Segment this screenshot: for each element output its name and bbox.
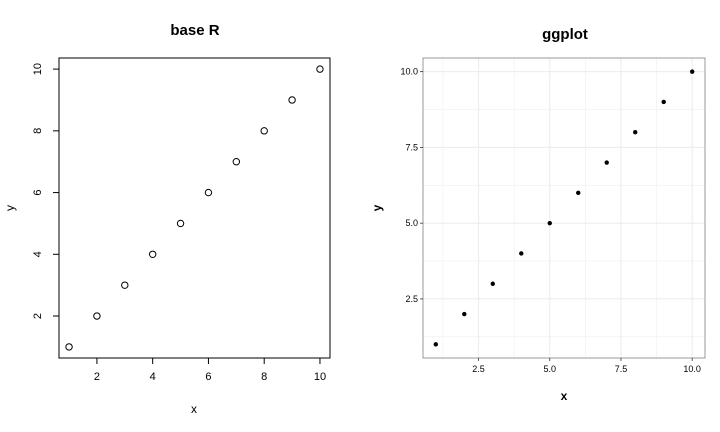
base-r-x-tick-label: 8 [261, 371, 267, 383]
base-r-point [288, 96, 296, 104]
base-r-points [65, 65, 324, 351]
ggplot-point [633, 130, 638, 135]
ggplot-grid [423, 58, 705, 358]
base-r-y-tick-label: 6 [32, 190, 44, 196]
base-r-x-tick-label: 10 [314, 371, 326, 383]
base-r-axis-ticks: 2 4 6 8 10 2 4 6 8 10 [32, 63, 326, 383]
base-r-x-tick-label: 4 [150, 371, 156, 383]
ggplot-point [576, 190, 581, 196]
base-r-panel: base R x y 2 4 6 8 10 2 4 6 8 10 [3, 22, 331, 416]
ggplot-x-axis-label: x [561, 389, 568, 403]
ggplot-y-tick-label: 7.5 [405, 142, 418, 152]
base-r-point [316, 65, 324, 73]
base-r-y-axis-label: y [3, 205, 17, 211]
ggplot-plot-background [423, 58, 705, 358]
ggplot-y-tick-label: 10.0 [400, 67, 418, 77]
base-r-title: base R [170, 22, 219, 39]
base-r-x-axis-label: x [191, 402, 197, 416]
ggplot-title: ggplot [542, 26, 588, 43]
ggplot-y-tick-label: 2.5 [405, 294, 418, 304]
base-r-x-tick-label: 2 [94, 371, 100, 383]
ggplot-panel: ggplot x y 2.5 5.0 7.5 10.0 2.5 5.0 7.5 10.0 [370, 26, 706, 403]
ggplot-point [433, 342, 439, 347]
ggplot-x-tick-label: 10.0 [683, 364, 701, 374]
base-r-y-tick-label: 8 [32, 128, 44, 134]
ggplot-point [490, 281, 495, 286]
base-r-point [93, 312, 101, 320]
base-r-point [65, 343, 73, 351]
base-r-point [232, 158, 241, 166]
ggplot-axis-ticks: 2.5 5.0 7.5 10.0 2.5 5.0 7.5 10.0 [400, 67, 700, 374]
ggplot-x-tick-label: 2.5 [472, 364, 485, 374]
base-r-y-tick-label: 4 [32, 251, 44, 257]
ggplot-x-tick-label: 7.5 [615, 364, 628, 374]
ggplot-point [462, 311, 467, 317]
ggplot-point [519, 251, 524, 256]
base-r-y-tick-label: 2 [32, 313, 44, 319]
ggplot-point [661, 99, 666, 105]
base-r-point [176, 219, 185, 228]
base-r-point [121, 281, 129, 289]
base-r-point [260, 127, 268, 135]
ggplot-point [604, 160, 609, 165]
ggplot-y-axis-label: y [370, 204, 384, 211]
ggplot-y-tick-label: 5.0 [405, 218, 418, 228]
base-r-point [148, 250, 157, 258]
ggplot-x-tick-label: 5.0 [543, 364, 556, 374]
ggplot-points [433, 69, 695, 347]
base-r-point [204, 188, 213, 197]
base-r-y-tick-label: 10 [32, 63, 44, 75]
ggplot-plot-border [422, 57, 706, 359]
base-r-plot-box [58, 57, 331, 359]
ggplot-point [547, 220, 552, 226]
ggplot-point [689, 69, 695, 74]
base-r-x-tick-label: 6 [205, 371, 211, 383]
